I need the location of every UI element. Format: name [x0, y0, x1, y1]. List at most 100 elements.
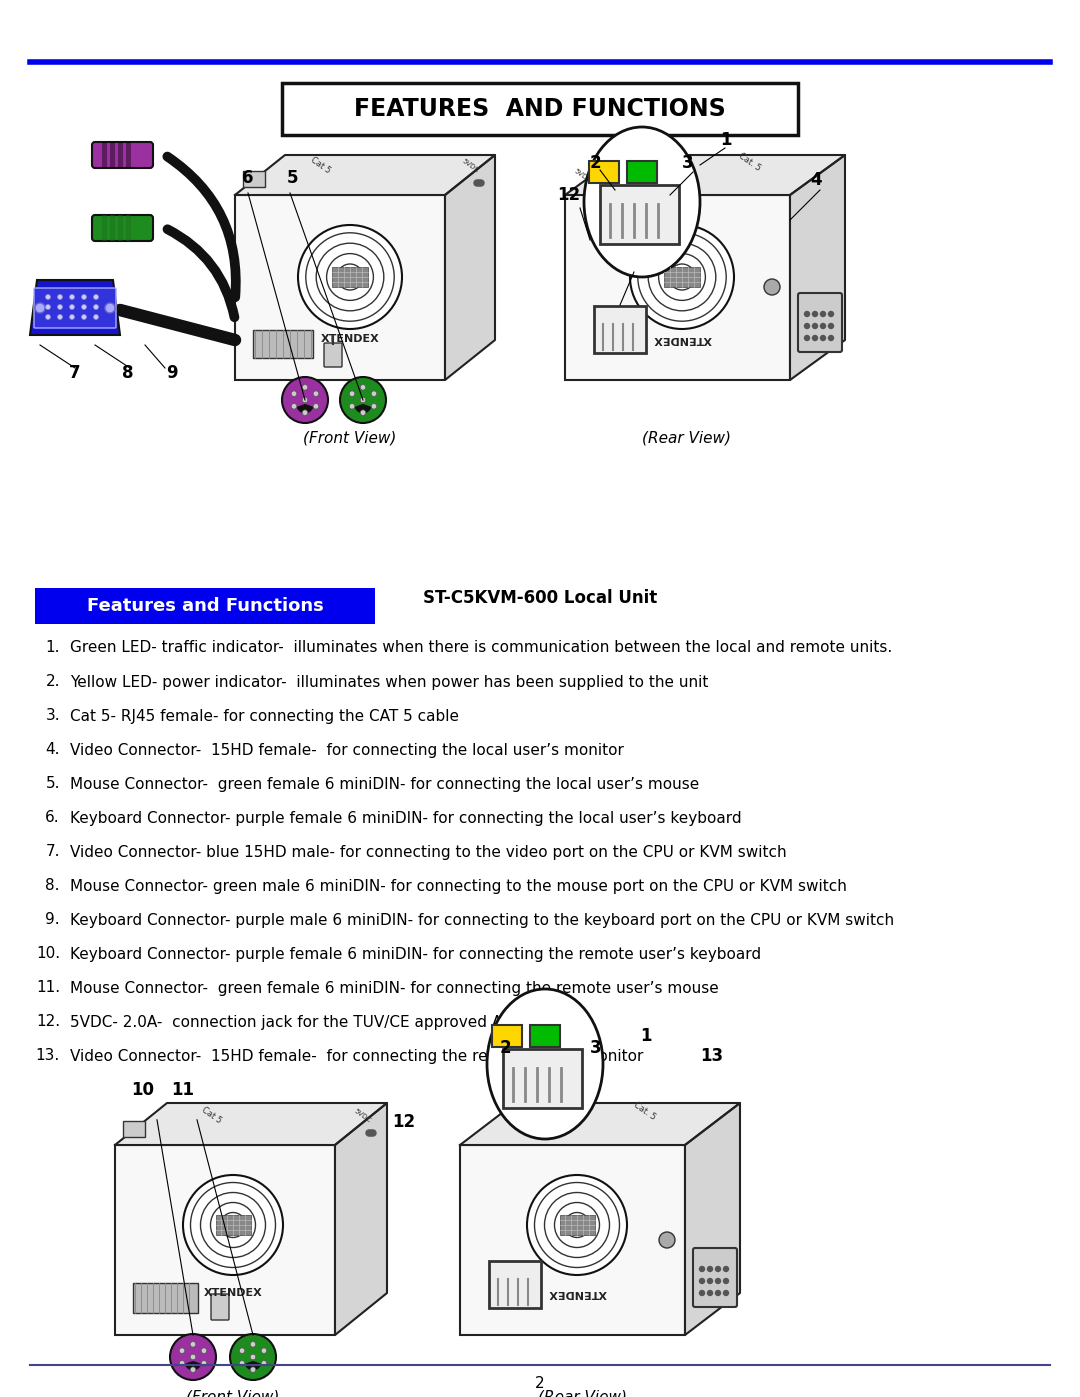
- Circle shape: [340, 377, 386, 423]
- Circle shape: [361, 397, 366, 402]
- Circle shape: [313, 404, 319, 409]
- Circle shape: [57, 314, 63, 320]
- Polygon shape: [460, 1104, 740, 1146]
- Text: 1: 1: [720, 131, 731, 149]
- FancyBboxPatch shape: [589, 161, 619, 183]
- Text: XTENDEX: XTENDEX: [321, 334, 379, 344]
- Text: Mouse Connector- green male 6 miniDIN- for connecting to the mouse port on the C: Mouse Connector- green male 6 miniDIN- f…: [70, 879, 847, 894]
- Circle shape: [659, 1232, 675, 1248]
- Circle shape: [372, 404, 377, 409]
- Text: Green LED- traffic indicator-  illuminates when there is communication between t: Green LED- traffic indicator- illuminate…: [70, 640, 892, 655]
- Text: (Rear View): (Rear View): [643, 430, 731, 446]
- Circle shape: [805, 324, 810, 328]
- Text: 7.: 7.: [45, 845, 60, 859]
- Text: (Rear View): (Rear View): [538, 1390, 626, 1397]
- Text: 2: 2: [500, 1039, 512, 1058]
- Text: 10.: 10.: [36, 947, 60, 961]
- Bar: [102, 215, 107, 242]
- Text: 2.: 2.: [45, 675, 60, 690]
- Text: 3.: 3.: [45, 708, 60, 724]
- FancyBboxPatch shape: [530, 1025, 561, 1046]
- Text: XTENDEX: XTENDEX: [548, 1288, 606, 1298]
- Circle shape: [190, 1354, 195, 1359]
- Polygon shape: [685, 1104, 740, 1336]
- FancyBboxPatch shape: [798, 293, 842, 352]
- Circle shape: [282, 377, 328, 423]
- Circle shape: [94, 305, 98, 310]
- FancyBboxPatch shape: [92, 215, 153, 242]
- Circle shape: [700, 1267, 704, 1271]
- Text: Keyboard Connector- purple male 6 miniDIN- for connecting to the keyboard port o: Keyboard Connector- purple male 6 miniDI…: [70, 912, 894, 928]
- Polygon shape: [789, 155, 845, 380]
- Text: Video Connector-  15HD female-  for connecting the local user’s monitor: Video Connector- 15HD female- for connec…: [70, 742, 624, 757]
- Text: 1: 1: [640, 1027, 651, 1045]
- Circle shape: [812, 312, 818, 317]
- Circle shape: [361, 409, 366, 415]
- Circle shape: [707, 1278, 713, 1284]
- Polygon shape: [235, 155, 495, 196]
- Ellipse shape: [487, 989, 603, 1139]
- Polygon shape: [565, 155, 845, 196]
- Circle shape: [805, 312, 810, 317]
- Bar: [133, 1282, 198, 1313]
- Circle shape: [478, 180, 484, 186]
- Text: 8: 8: [122, 365, 134, 381]
- Bar: [565, 196, 789, 380]
- FancyBboxPatch shape: [282, 82, 798, 136]
- Text: 3: 3: [590, 1039, 602, 1058]
- FancyBboxPatch shape: [627, 161, 657, 183]
- Bar: [253, 330, 313, 358]
- Text: 4: 4: [810, 170, 822, 189]
- Circle shape: [349, 391, 355, 397]
- Circle shape: [302, 397, 308, 402]
- FancyBboxPatch shape: [92, 142, 153, 168]
- Text: 4.: 4.: [45, 742, 60, 757]
- Bar: [243, 170, 265, 187]
- Circle shape: [724, 1267, 729, 1271]
- Text: 13.: 13.: [36, 1049, 60, 1063]
- Circle shape: [230, 1334, 276, 1380]
- Text: 11.: 11.: [36, 981, 60, 996]
- Circle shape: [261, 1348, 267, 1354]
- Text: (Front View): (Front View): [303, 430, 396, 446]
- Circle shape: [700, 1291, 704, 1295]
- Text: XTENDEX: XTENDEX: [204, 1288, 262, 1298]
- Circle shape: [828, 312, 834, 317]
- Text: 5VDC: 5VDC: [573, 168, 592, 184]
- FancyBboxPatch shape: [211, 1294, 229, 1320]
- Circle shape: [251, 1341, 256, 1347]
- Circle shape: [69, 295, 75, 299]
- Circle shape: [45, 305, 51, 310]
- Bar: [114, 1146, 335, 1336]
- FancyBboxPatch shape: [600, 184, 679, 244]
- Circle shape: [190, 1341, 195, 1347]
- Text: Video Connector- blue 15HD male- for connecting to the video port on the CPU or : Video Connector- blue 15HD male- for con…: [70, 845, 786, 859]
- Text: 5.: 5.: [45, 777, 60, 792]
- Text: Yellow LED- power indicator-  illuminates when power has been supplied to the un: Yellow LED- power indicator- illuminates…: [70, 675, 708, 690]
- Circle shape: [313, 391, 319, 397]
- Bar: [118, 215, 123, 242]
- Circle shape: [361, 384, 366, 390]
- Text: ST-C5KVM-600 Local Unit: ST-C5KVM-600 Local Unit: [423, 590, 657, 608]
- Text: 6.: 6.: [45, 810, 60, 826]
- FancyBboxPatch shape: [594, 306, 646, 353]
- Text: XTENDEX: XTENDEX: [652, 334, 712, 344]
- Circle shape: [821, 312, 825, 317]
- Circle shape: [707, 1267, 713, 1271]
- Wedge shape: [186, 1362, 201, 1369]
- Circle shape: [715, 1291, 720, 1295]
- Circle shape: [261, 1361, 267, 1366]
- Circle shape: [298, 225, 402, 330]
- Circle shape: [366, 1130, 372, 1136]
- Circle shape: [828, 324, 834, 328]
- Circle shape: [251, 1366, 256, 1372]
- Wedge shape: [355, 405, 370, 412]
- Circle shape: [812, 324, 818, 328]
- Wedge shape: [245, 1362, 260, 1369]
- FancyBboxPatch shape: [693, 1248, 737, 1308]
- Text: 5: 5: [287, 169, 299, 187]
- Circle shape: [69, 305, 75, 310]
- Circle shape: [302, 409, 308, 415]
- Text: 11: 11: [172, 1081, 194, 1099]
- FancyBboxPatch shape: [33, 288, 116, 328]
